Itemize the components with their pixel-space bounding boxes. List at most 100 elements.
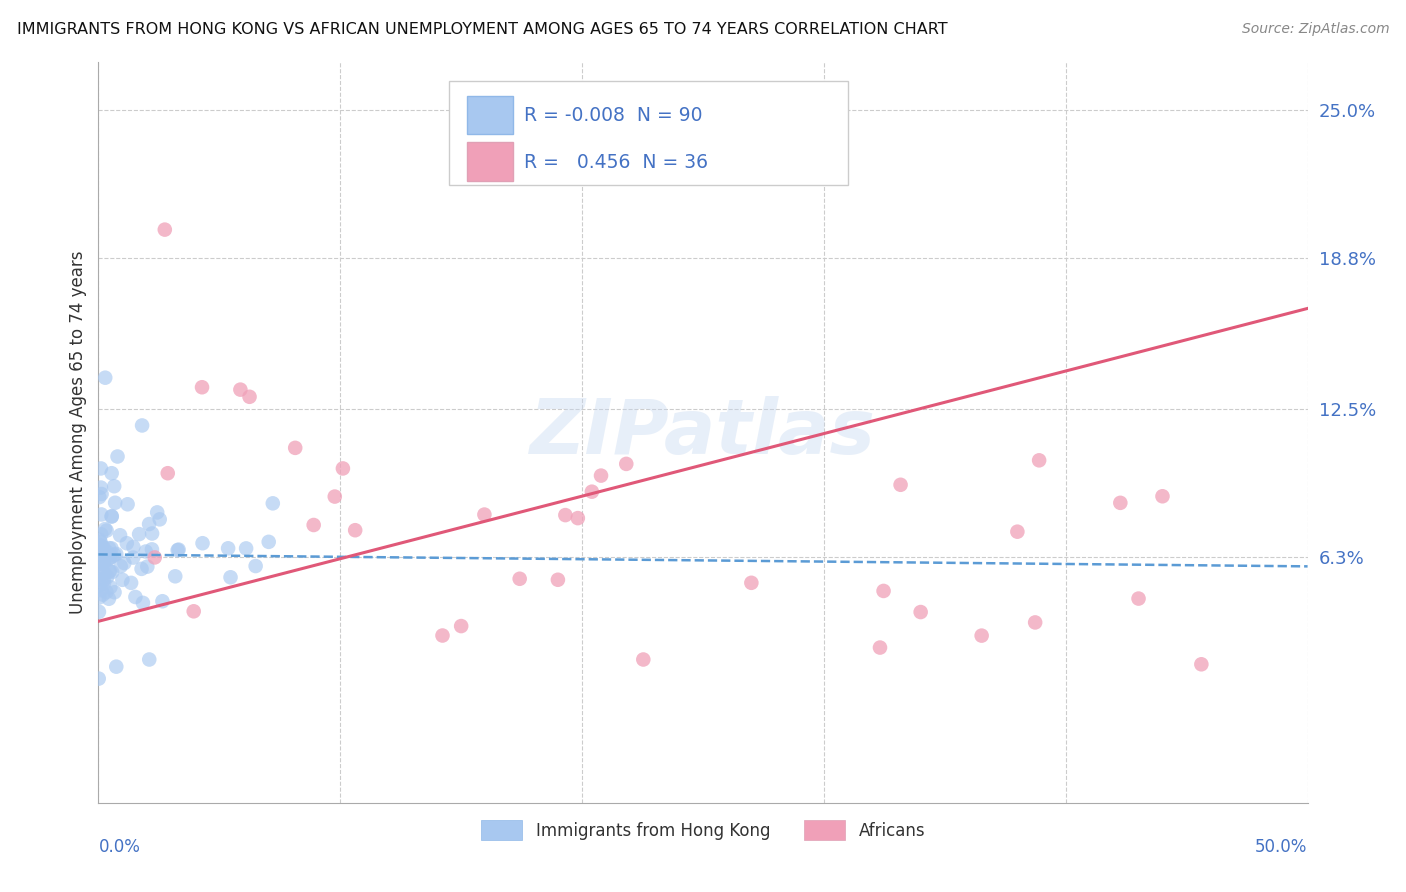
- Point: [117, 497, 139, 511]
- Point: [94, 370, 117, 384]
- Point: [105, 547, 128, 561]
- Point: [103, 479, 125, 493]
- Point: [131, 418, 153, 433]
- Point: [614, 457, 637, 471]
- Legend: Immigrants from Hong Kong, Africans: Immigrants from Hong Kong, Africans: [474, 814, 932, 847]
- Point: [1128, 591, 1150, 606]
- Point: [120, 575, 142, 590]
- Point: [302, 518, 325, 533]
- Point: [105, 659, 128, 673]
- Point: [96, 570, 118, 584]
- Point: [450, 619, 472, 633]
- Point: [98, 564, 121, 578]
- Point: [122, 550, 145, 565]
- Point: [284, 441, 307, 455]
- Point: [89, 542, 111, 557]
- Point: [1189, 657, 1212, 672]
- Point: [740, 575, 762, 590]
- Point: [97, 552, 120, 566]
- Point: [245, 559, 267, 574]
- Point: [217, 541, 239, 556]
- Point: [165, 569, 187, 583]
- Point: [122, 540, 145, 554]
- Point: [90, 527, 112, 541]
- Point: [191, 380, 214, 394]
- Point: [94, 522, 117, 536]
- Point: [90, 487, 112, 501]
- Point: [132, 596, 155, 610]
- Text: 50.0%: 50.0%: [1256, 838, 1308, 855]
- Point: [90, 535, 112, 549]
- Point: [101, 565, 124, 579]
- Point: [90, 583, 112, 598]
- Point: [89, 533, 111, 547]
- Point: [104, 496, 127, 510]
- Point: [90, 572, 112, 586]
- Point: [107, 450, 129, 464]
- Point: [567, 511, 589, 525]
- Point: [156, 467, 179, 481]
- Point: [238, 390, 260, 404]
- Point: [235, 541, 257, 556]
- Point: [509, 572, 531, 586]
- Point: [166, 543, 188, 558]
- Y-axis label: Unemployment Among Ages 65 to 74 years: Unemployment Among Ages 65 to 74 years: [69, 251, 87, 615]
- Point: [98, 550, 121, 565]
- Point: [141, 526, 163, 541]
- Point: [97, 591, 120, 606]
- Point: [547, 573, 569, 587]
- Point: [90, 557, 112, 571]
- Point: [149, 512, 172, 526]
- Point: [1109, 496, 1132, 510]
- Point: [98, 541, 121, 556]
- Point: [167, 542, 190, 557]
- Point: [1024, 615, 1046, 630]
- Point: [96, 585, 118, 599]
- Point: [90, 481, 112, 495]
- Point: [115, 536, 138, 550]
- Point: [93, 576, 115, 591]
- Point: [141, 542, 163, 557]
- Point: [581, 484, 603, 499]
- Point: [90, 461, 112, 475]
- Point: [432, 628, 454, 642]
- Point: [98, 564, 121, 578]
- Point: [110, 559, 132, 574]
- Point: [100, 541, 122, 556]
- Point: [138, 517, 160, 532]
- Point: [87, 605, 110, 619]
- Point: [111, 573, 134, 587]
- Point: [219, 570, 242, 584]
- Point: [100, 467, 122, 481]
- Point: [93, 547, 115, 561]
- Point: [633, 652, 655, 666]
- Point: [262, 496, 284, 510]
- Point: [89, 591, 111, 605]
- Point: [589, 468, 612, 483]
- Point: [1028, 453, 1050, 467]
- Point: [1007, 524, 1029, 539]
- Point: [93, 573, 115, 587]
- Point: [89, 490, 111, 504]
- Point: [910, 605, 932, 619]
- Point: [1152, 489, 1174, 503]
- Point: [90, 508, 112, 522]
- Point: [143, 550, 166, 565]
- FancyBboxPatch shape: [449, 81, 848, 185]
- FancyBboxPatch shape: [467, 95, 513, 135]
- Point: [93, 541, 115, 555]
- Point: [183, 604, 205, 618]
- Point: [87, 543, 110, 558]
- Point: [100, 509, 122, 524]
- Point: [90, 565, 112, 579]
- Point: [87, 672, 110, 686]
- Point: [153, 222, 176, 236]
- Point: [91, 588, 114, 602]
- Point: [100, 509, 122, 524]
- Point: [872, 583, 894, 598]
- Point: [970, 629, 993, 643]
- Point: [128, 527, 150, 541]
- Point: [474, 508, 496, 522]
- Text: Source: ZipAtlas.com: Source: ZipAtlas.com: [1241, 22, 1389, 37]
- Text: R =   0.456  N = 36: R = 0.456 N = 36: [524, 153, 709, 172]
